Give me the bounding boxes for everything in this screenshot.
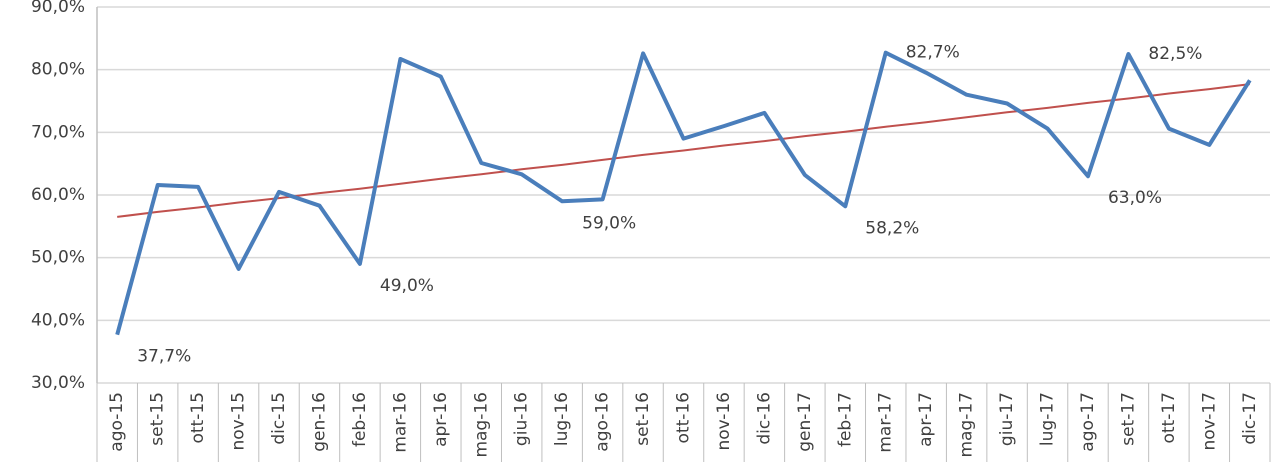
x-tick-label: feb-17 bbox=[835, 392, 855, 447]
data-label: 82,7% bbox=[906, 43, 960, 63]
trend-line bbox=[117, 83, 1250, 218]
data-label: 59,0% bbox=[582, 213, 636, 233]
x-tick-label: mag-17 bbox=[957, 392, 977, 458]
data-label: 82,5% bbox=[1148, 44, 1202, 64]
x-tick-label: ago-17 bbox=[1078, 392, 1098, 452]
x-tick-label: apr-17 bbox=[916, 392, 936, 447]
data-label: 49,0% bbox=[380, 276, 434, 296]
x-tick-label: giu-17 bbox=[997, 392, 1017, 446]
y-tick-label: 50,0% bbox=[31, 248, 85, 268]
data-line bbox=[115, 50, 1252, 336]
x-tick-label: set-15 bbox=[148, 392, 168, 446]
data-label: 37,7% bbox=[137, 347, 191, 367]
x-tick-label: ott-17 bbox=[1159, 392, 1179, 444]
x-tick-label: set-17 bbox=[1118, 392, 1138, 446]
x-tick-label: lug-17 bbox=[1038, 392, 1058, 446]
x-tick-label: set-16 bbox=[633, 392, 653, 446]
y-tick-label: 40,0% bbox=[31, 310, 85, 330]
x-tick-label: ott-15 bbox=[188, 392, 208, 444]
x-tick-label: apr-16 bbox=[431, 392, 451, 447]
x-tick-label: mag-16 bbox=[471, 392, 491, 458]
x-tick-label: gen-17 bbox=[795, 392, 815, 452]
x-tick-label: dic-15 bbox=[269, 392, 289, 445]
data-label: 58,2% bbox=[865, 218, 919, 238]
x-tick-label: mar-16 bbox=[390, 392, 410, 453]
x-tick-label: nov-17 bbox=[1199, 392, 1219, 451]
y-tick-label: 80,0% bbox=[31, 60, 85, 80]
x-tick-label: ago-16 bbox=[593, 392, 613, 452]
x-tick-label: lug-16 bbox=[552, 392, 572, 446]
y-tick-label: 70,0% bbox=[31, 122, 85, 142]
x-tick-label: mar-17 bbox=[876, 392, 896, 453]
x-tick-label: feb-16 bbox=[350, 392, 370, 447]
y-tick-label: 90,0% bbox=[31, 0, 85, 17]
x-tick-label: dic-16 bbox=[754, 392, 774, 445]
x-tick-label: gen-16 bbox=[309, 392, 329, 452]
x-tick-label: nov-15 bbox=[229, 392, 249, 451]
x-tick-label: ott-16 bbox=[674, 392, 694, 444]
y-tick-label: 30,0% bbox=[31, 373, 85, 393]
x-tick-label: giu-16 bbox=[512, 392, 532, 446]
data-label: 63,0% bbox=[1108, 188, 1162, 208]
y-tick-label: 60,0% bbox=[31, 185, 85, 205]
x-tick-label: nov-16 bbox=[714, 392, 734, 451]
x-tick-label: ago-15 bbox=[107, 392, 127, 452]
x-tick-label: dic-17 bbox=[1240, 392, 1260, 445]
